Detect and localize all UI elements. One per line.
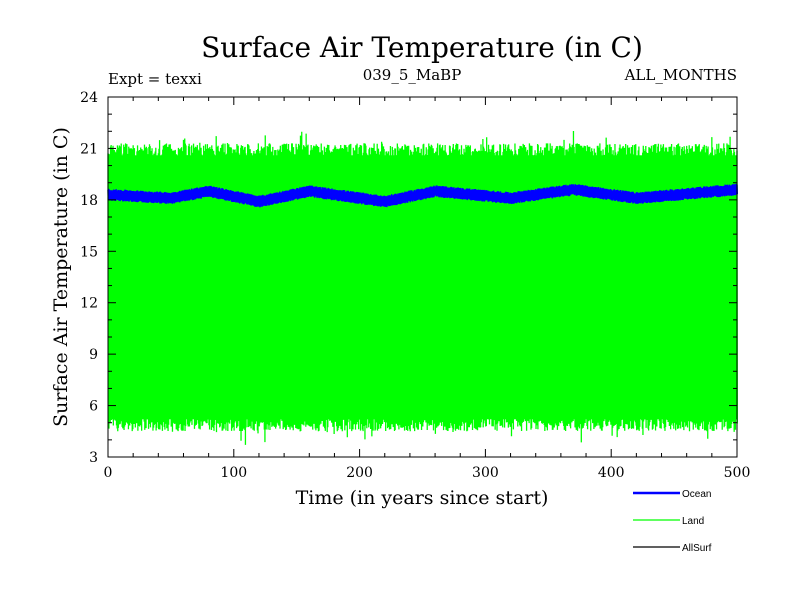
x-tick-label: 100: [220, 465, 247, 481]
legend-label-land: Land: [682, 516, 704, 527]
x-tick-label: 200: [346, 465, 373, 481]
legend-label-allsurf: AllSurf: [682, 543, 712, 554]
chart-title: Surface Air Temperature (in C): [201, 31, 643, 64]
period-label: 039_5_MaBP: [363, 66, 462, 84]
legend-label-ocean: Ocean: [682, 489, 711, 500]
x-axis-title: Time (in years since start): [296, 487, 549, 509]
x-tick-label: 300: [472, 465, 499, 481]
y-tick-label: 15: [80, 244, 98, 260]
land-line: [107, 130, 738, 445]
y-axis-title: Surface Air Temperature (in C): [50, 127, 72, 427]
x-axis: 0 100 200 300 400 500: [104, 97, 751, 481]
y-axis: 3 6 9 12 15 18 21 24: [80, 90, 737, 466]
experiment-label: Expt = texxi: [108, 70, 202, 88]
plot-frame: [107, 96, 738, 458]
y-tick-label: 12: [80, 296, 98, 312]
legend: Ocean Land AllSurf: [633, 489, 712, 554]
x-tick-label: 400: [598, 465, 625, 481]
y-tick-label: 24: [80, 90, 98, 106]
y-tick-label: 21: [80, 141, 98, 157]
y-tick-label: 9: [89, 347, 98, 363]
y-tick-label: 3: [89, 450, 98, 466]
x-tick-label: 500: [724, 465, 751, 481]
land-series: [107, 130, 738, 445]
y-tick-label: 18: [80, 193, 98, 209]
y-tick-label: 6: [89, 399, 98, 415]
x-tick-label: 0: [104, 465, 113, 481]
months-label: ALL_MONTHS: [624, 66, 737, 84]
